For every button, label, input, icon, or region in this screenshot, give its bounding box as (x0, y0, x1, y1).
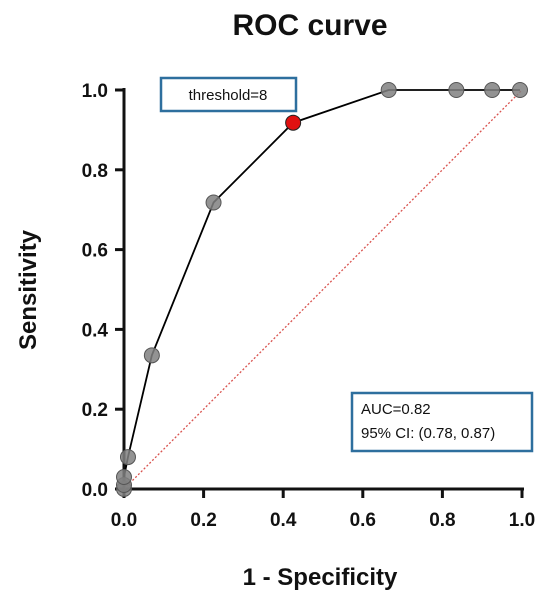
threshold-box: threshold=8 (159, 76, 298, 113)
y-tick-label: 0.2 (82, 400, 108, 421)
roc-point (116, 469, 132, 486)
chart-title: ROC curve (232, 9, 387, 42)
y-tick-label: 0.8 (82, 161, 108, 182)
roc-point (448, 82, 465, 98)
x-tick-label: 0.0 (111, 510, 137, 531)
highlighted-threshold-point (285, 114, 302, 131)
y-tick-label: 0.0 (82, 480, 108, 501)
roc-point (205, 194, 222, 211)
roc-point (512, 82, 529, 98)
roc-point (380, 82, 397, 98)
auc-label: AUC=0.82 (361, 401, 431, 418)
x-tick-label: 0.6 (350, 510, 376, 531)
y-tick-label: 0.6 (82, 241, 108, 262)
reference-line (123, 89, 523, 490)
x-tick-label: 0.2 (190, 510, 216, 531)
x-tick-label: 0.4 (270, 510, 297, 531)
x-axis-label: 1 - Specificity (243, 564, 398, 591)
diagonal-reference-line (123, 89, 523, 490)
y-tick-label: 0.4 (82, 320, 109, 341)
auc-box: AUC=0.82 95% CI: (0.78, 0.87) (350, 391, 534, 453)
x-tick-label: 0.8 (429, 510, 455, 531)
y-axis-label: Sensitivity (15, 229, 42, 350)
axis-ticks: 0.0 0.2 0.4 0.6 0.8 1.0 0.0 0.2 0.4 0.6 0.8 1.0 (82, 81, 536, 531)
y-tick-label: 1.0 (82, 81, 108, 102)
roc-point (143, 347, 160, 364)
roc-point (484, 82, 501, 98)
threshold-label: threshold=8 (189, 87, 268, 104)
roc-markers (116, 82, 529, 497)
x-tick-label: 1.0 (509, 510, 535, 531)
axes (122, 88, 524, 491)
ci-label: 95% CI: (0.78, 0.87) (361, 425, 495, 442)
roc-point (119, 449, 136, 466)
